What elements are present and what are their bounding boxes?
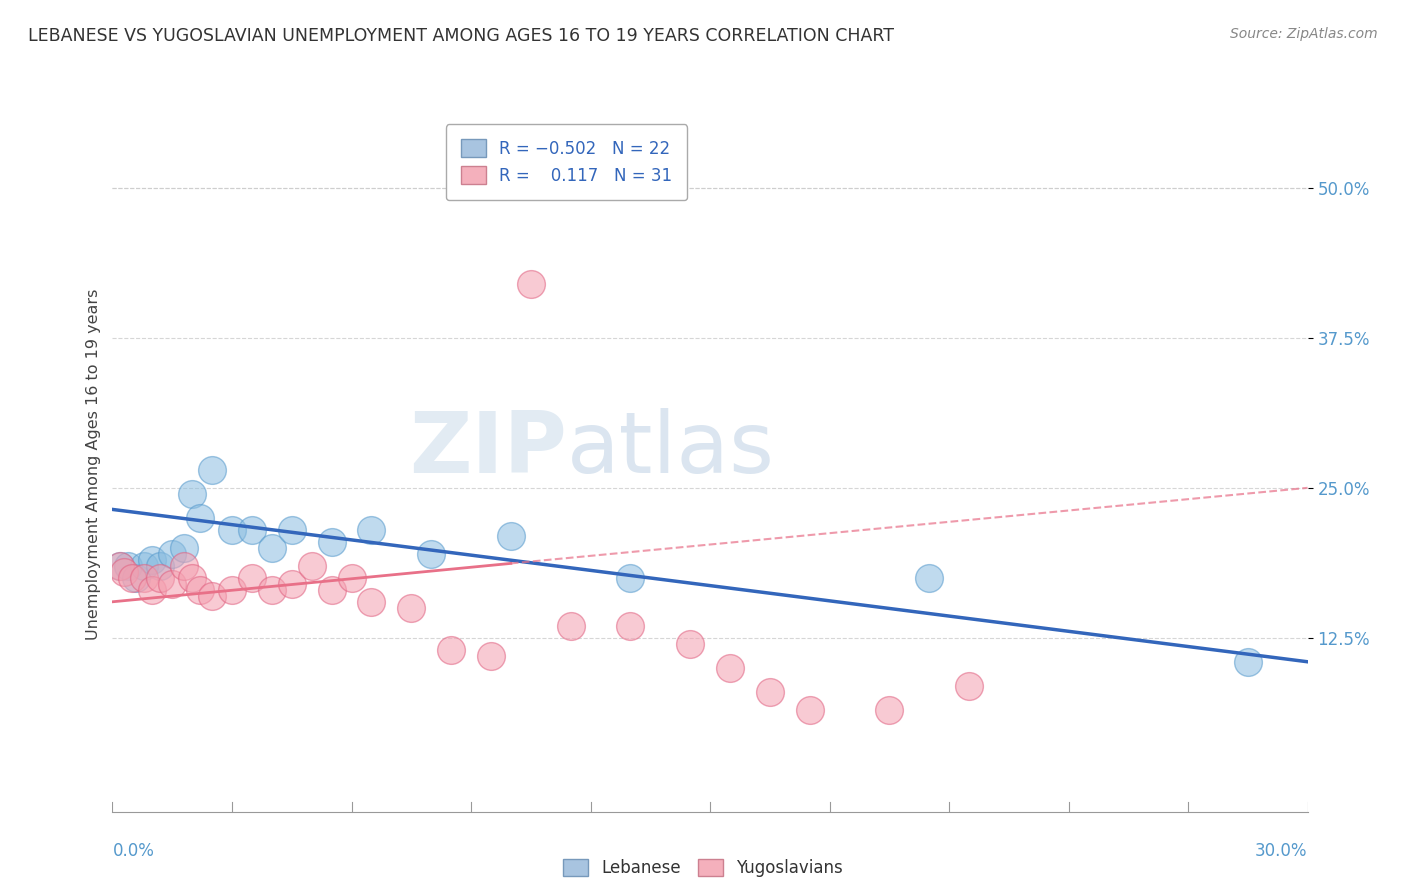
Point <box>201 589 224 603</box>
Point <box>114 565 135 579</box>
Point <box>134 558 156 573</box>
Point <box>125 571 148 585</box>
Text: ZIP: ZIP <box>409 409 567 491</box>
Point <box>221 582 243 597</box>
Point <box>181 487 204 501</box>
Point <box>162 576 183 591</box>
Point <box>301 558 323 573</box>
Text: LEBANESE VS YUGOSLAVIAN UNEMPLOYMENT AMONG AGES 16 TO 19 YEARS CORRELATION CHART: LEBANESE VS YUGOSLAVIAN UNEMPLOYMENT AMO… <box>28 27 894 45</box>
Point <box>619 619 641 633</box>
Point <box>188 511 211 525</box>
Point <box>321 582 343 597</box>
Point <box>957 679 980 693</box>
Text: 0.0%: 0.0% <box>112 842 155 860</box>
Point <box>340 571 363 585</box>
Point <box>260 582 283 597</box>
Point <box>240 523 263 537</box>
Point <box>141 553 163 567</box>
Point <box>360 595 382 609</box>
Point <box>162 547 183 561</box>
Point <box>918 571 941 585</box>
Point <box>479 648 502 663</box>
Point <box>281 576 304 591</box>
Point <box>121 571 143 585</box>
Point <box>360 523 382 537</box>
Point <box>281 523 304 537</box>
Point <box>110 558 132 573</box>
Point <box>117 558 139 573</box>
Point <box>321 534 343 549</box>
Point <box>240 571 263 585</box>
Point <box>134 571 156 585</box>
Point <box>201 463 224 477</box>
Point <box>440 642 463 657</box>
Point <box>520 277 543 291</box>
Legend: Lebanese, Yugoslavians: Lebanese, Yugoslavians <box>557 852 849 884</box>
Point <box>173 558 195 573</box>
Point <box>877 703 900 717</box>
Point <box>141 582 163 597</box>
Point <box>149 571 172 585</box>
Text: Source: ZipAtlas.com: Source: ZipAtlas.com <box>1230 27 1378 41</box>
Point <box>149 558 172 573</box>
Point <box>560 619 582 633</box>
Point <box>718 661 741 675</box>
Point <box>401 600 423 615</box>
Point <box>679 637 702 651</box>
Point <box>799 703 821 717</box>
Text: atlas: atlas <box>567 409 775 491</box>
Point <box>420 547 443 561</box>
Point <box>1237 655 1260 669</box>
Point <box>260 541 283 555</box>
Legend: R = −0.502   N = 22, R =    0.117   N = 31: R = −0.502 N = 22, R = 0.117 N = 31 <box>446 124 688 200</box>
Point <box>188 582 211 597</box>
Text: 30.0%: 30.0% <box>1256 842 1308 860</box>
Point <box>181 571 204 585</box>
Point <box>221 523 243 537</box>
Point <box>759 685 782 699</box>
Point <box>499 529 522 543</box>
Y-axis label: Unemployment Among Ages 16 to 19 years: Unemployment Among Ages 16 to 19 years <box>86 288 101 640</box>
Point <box>619 571 641 585</box>
Point <box>110 558 132 573</box>
Point <box>173 541 195 555</box>
